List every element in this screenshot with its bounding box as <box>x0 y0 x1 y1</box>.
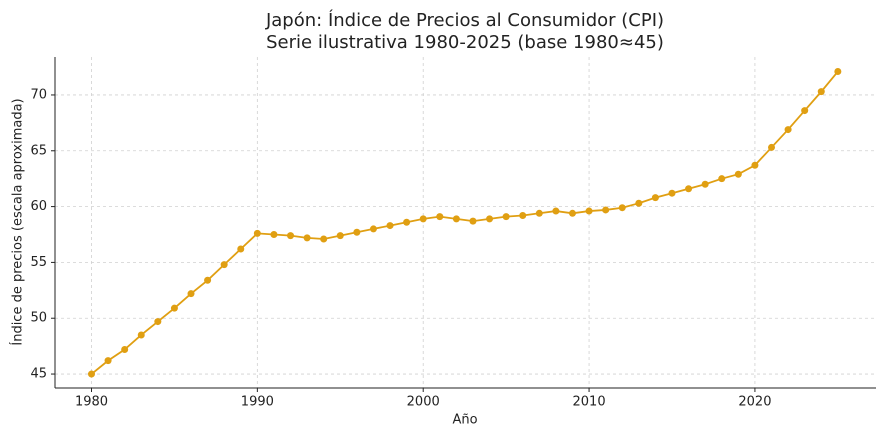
x-tick-label: 2020 <box>738 395 771 410</box>
point <box>220 261 228 269</box>
point <box>452 215 460 223</box>
point <box>87 370 95 378</box>
line <box>90 70 839 375</box>
point <box>469 217 477 225</box>
point <box>635 199 643 207</box>
x-tick-label: 2010 <box>573 395 606 410</box>
point <box>137 331 145 339</box>
point <box>154 318 162 326</box>
point <box>419 215 427 223</box>
y-tick-label: 60 <box>30 199 47 214</box>
point <box>784 126 792 134</box>
chart-title: Japón: Índice de Precios al Consumidor (… <box>265 9 664 31</box>
point <box>170 304 178 312</box>
y-axis-label: Índice de precios (escala aproximada) <box>10 98 26 345</box>
point <box>834 68 842 76</box>
point <box>403 218 411 226</box>
y-tick-label: 55 <box>30 255 47 270</box>
point <box>768 143 776 151</box>
point <box>270 231 278 239</box>
point <box>303 234 311 242</box>
point <box>618 204 626 212</box>
x-axis-label: Año <box>452 413 477 428</box>
y-tick-label: 45 <box>30 367 47 382</box>
x-tick-label: 2000 <box>407 395 440 410</box>
point <box>436 213 444 221</box>
point <box>651 194 659 202</box>
point <box>718 175 726 183</box>
x-tick-label: 1990 <box>241 395 274 410</box>
point <box>121 345 129 353</box>
point <box>817 88 825 96</box>
point <box>253 229 261 237</box>
y-tick-label: 65 <box>30 143 47 158</box>
point <box>104 357 112 365</box>
point <box>801 107 809 115</box>
point <box>237 245 245 253</box>
x-tick-label: 1980 <box>75 395 108 410</box>
point <box>187 290 195 298</box>
point <box>701 180 709 188</box>
point <box>353 228 361 236</box>
point <box>734 170 742 178</box>
y-tick-label: 70 <box>30 87 47 102</box>
point <box>204 276 212 284</box>
chart-subtitle: Serie ilustrativa 1980-2025 (base 1980≈4… <box>266 32 664 53</box>
point <box>552 207 560 215</box>
point <box>568 209 576 217</box>
point <box>502 213 510 221</box>
point <box>369 225 377 233</box>
y-tick-label: 50 <box>30 311 47 326</box>
point <box>668 189 676 197</box>
point <box>486 215 494 223</box>
point <box>320 235 328 243</box>
point <box>519 212 527 220</box>
point <box>386 222 394 230</box>
point <box>336 232 344 240</box>
point <box>585 207 593 215</box>
point <box>602 206 610 214</box>
point <box>751 161 759 169</box>
point <box>685 185 693 193</box>
point <box>287 232 295 240</box>
point <box>535 209 543 217</box>
